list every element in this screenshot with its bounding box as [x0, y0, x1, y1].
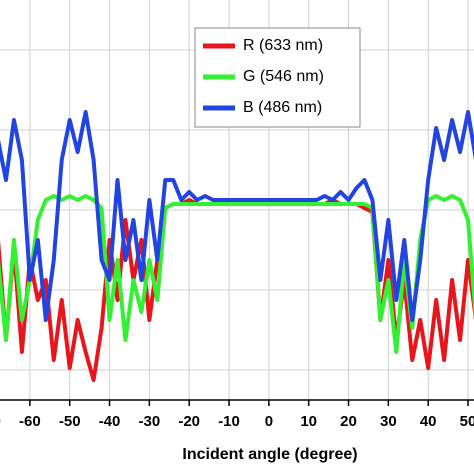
x-tick-label: 50 [460, 413, 474, 430]
x-tick-label: -30 [139, 413, 161, 430]
legend-label: G (546 nm) [243, 68, 324, 85]
series-line [0, 110, 474, 322]
legend-label: B (486 nm) [243, 99, 322, 116]
x-tick-label: -70 [0, 413, 1, 430]
x-tick-label: 30 [380, 413, 397, 430]
x-axis-label: Incident angle (degree) [182, 446, 357, 463]
x-tick-label: 40 [420, 413, 437, 430]
x-tick-label: 0 [265, 413, 273, 430]
x-tick-label: -10 [218, 413, 240, 430]
legend-label: R (633 nm) [243, 37, 323, 54]
x-tick-label: 10 [300, 413, 317, 430]
x-tick-label: -60 [19, 413, 41, 430]
series-line [0, 194, 474, 354]
x-tick-label: -50 [59, 413, 81, 430]
x-tick-label: 20 [340, 413, 357, 430]
x-tick-label: -20 [178, 413, 200, 430]
x-tick-label: -40 [99, 413, 121, 430]
legend: R (633 nm) G (546 nm) B (486 nm) [194, 27, 361, 128]
